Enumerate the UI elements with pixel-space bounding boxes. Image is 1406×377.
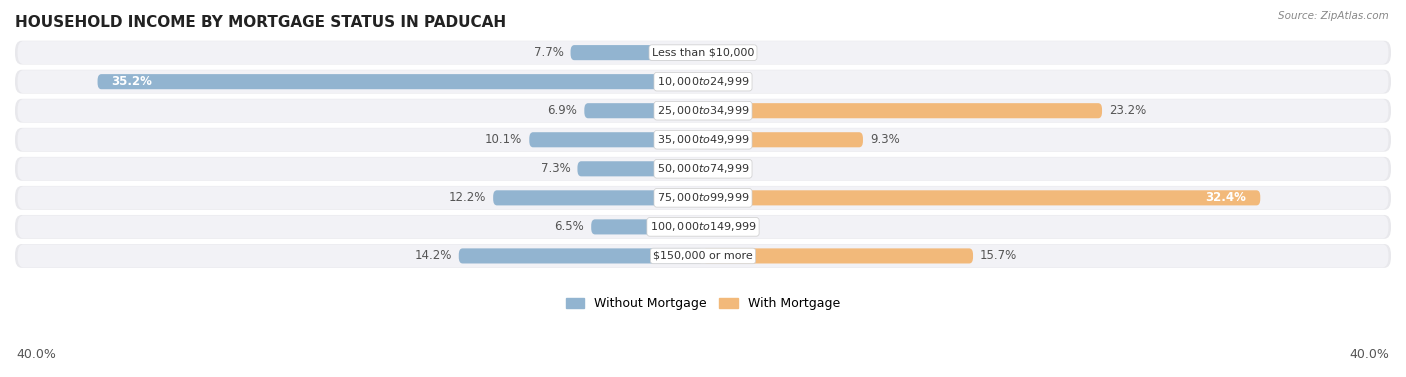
Text: 40.0%: 40.0%: [17, 348, 56, 361]
Text: 40.0%: 40.0%: [1350, 348, 1389, 361]
FancyBboxPatch shape: [15, 244, 1391, 268]
FancyBboxPatch shape: [18, 128, 1388, 151]
FancyBboxPatch shape: [703, 103, 1102, 118]
Text: 32.4%: 32.4%: [1206, 192, 1247, 204]
FancyBboxPatch shape: [18, 41, 1388, 64]
Legend: Without Mortgage, With Mortgage: Without Mortgage, With Mortgage: [561, 292, 845, 315]
Text: $35,000 to $49,999: $35,000 to $49,999: [657, 133, 749, 146]
FancyBboxPatch shape: [97, 74, 703, 89]
Text: 0.0%: 0.0%: [710, 46, 740, 59]
Text: 15.7%: 15.7%: [980, 250, 1017, 262]
Text: 10.1%: 10.1%: [485, 133, 523, 146]
FancyBboxPatch shape: [18, 157, 1388, 180]
FancyBboxPatch shape: [585, 103, 703, 118]
Text: 12.2%: 12.2%: [449, 192, 486, 204]
FancyBboxPatch shape: [703, 190, 1260, 205]
FancyBboxPatch shape: [18, 244, 1388, 267]
Text: 14.2%: 14.2%: [415, 250, 451, 262]
FancyBboxPatch shape: [703, 132, 863, 147]
Text: Source: ZipAtlas.com: Source: ZipAtlas.com: [1278, 11, 1389, 21]
FancyBboxPatch shape: [578, 161, 703, 176]
Text: $50,000 to $74,999: $50,000 to $74,999: [657, 162, 749, 175]
Text: 23.2%: 23.2%: [1109, 104, 1146, 117]
FancyBboxPatch shape: [571, 45, 703, 60]
FancyBboxPatch shape: [15, 215, 1391, 239]
FancyBboxPatch shape: [703, 248, 973, 264]
Text: $100,000 to $149,999: $100,000 to $149,999: [650, 221, 756, 233]
Text: $10,000 to $24,999: $10,000 to $24,999: [657, 75, 749, 88]
FancyBboxPatch shape: [591, 219, 703, 234]
Text: 0.0%: 0.0%: [710, 75, 740, 88]
FancyBboxPatch shape: [15, 99, 1391, 123]
Text: Less than $10,000: Less than $10,000: [652, 48, 754, 58]
FancyBboxPatch shape: [15, 128, 1391, 152]
Text: HOUSEHOLD INCOME BY MORTGAGE STATUS IN PADUCAH: HOUSEHOLD INCOME BY MORTGAGE STATUS IN P…: [15, 15, 506, 30]
FancyBboxPatch shape: [494, 190, 703, 205]
FancyBboxPatch shape: [15, 157, 1391, 181]
FancyBboxPatch shape: [15, 41, 1391, 64]
Text: $150,000 or more: $150,000 or more: [654, 251, 752, 261]
FancyBboxPatch shape: [18, 186, 1388, 209]
Text: 0.0%: 0.0%: [710, 221, 740, 233]
Text: $75,000 to $99,999: $75,000 to $99,999: [657, 192, 749, 204]
FancyBboxPatch shape: [18, 215, 1388, 238]
FancyBboxPatch shape: [529, 132, 703, 147]
Text: 9.3%: 9.3%: [870, 133, 900, 146]
Text: 7.7%: 7.7%: [534, 46, 564, 59]
FancyBboxPatch shape: [18, 99, 1388, 122]
FancyBboxPatch shape: [458, 248, 703, 264]
FancyBboxPatch shape: [15, 70, 1391, 93]
Text: 7.3%: 7.3%: [541, 162, 571, 175]
Text: 35.2%: 35.2%: [111, 75, 152, 88]
FancyBboxPatch shape: [18, 70, 1388, 93]
Text: 6.5%: 6.5%: [554, 221, 585, 233]
Text: $25,000 to $34,999: $25,000 to $34,999: [657, 104, 749, 117]
FancyBboxPatch shape: [15, 186, 1391, 210]
Text: 0.0%: 0.0%: [710, 162, 740, 175]
Text: 6.9%: 6.9%: [547, 104, 578, 117]
